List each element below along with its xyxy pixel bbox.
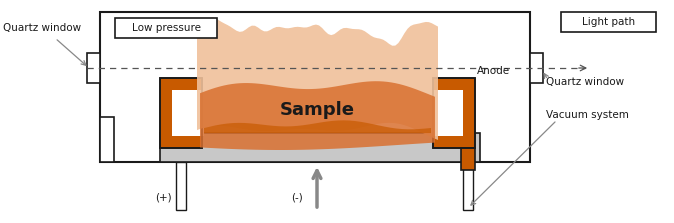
Bar (172, 90, 204, 136)
Text: Quartz window: Quartz window (546, 77, 624, 87)
Text: Low pressure: Low pressure (131, 23, 200, 33)
Bar (160, 78, 202, 148)
Text: (-): (-) (291, 193, 303, 203)
Bar (115, 18, 217, 38)
Bar (431, 90, 463, 136)
Text: Vacuum system: Vacuum system (546, 110, 629, 120)
Bar (461, 148, 475, 170)
Polygon shape (200, 81, 435, 150)
Text: Sample: Sample (280, 101, 355, 119)
Bar (160, 78, 202, 148)
Bar (561, 12, 656, 32)
Polygon shape (197, 18, 438, 140)
Bar (433, 78, 475, 148)
Text: Anode: Anode (477, 66, 510, 76)
Text: (+): (+) (155, 193, 171, 203)
Bar (530, 53, 543, 83)
Bar (87, 53, 100, 83)
Bar (463, 162, 473, 210)
Bar (100, 12, 530, 162)
Bar (160, 133, 480, 162)
Bar (433, 78, 475, 148)
Polygon shape (204, 120, 431, 133)
Bar (176, 162, 186, 210)
Bar (100, 117, 114, 162)
Text: Quartz window: Quartz window (3, 23, 81, 33)
Text: Light path: Light path (582, 17, 635, 27)
